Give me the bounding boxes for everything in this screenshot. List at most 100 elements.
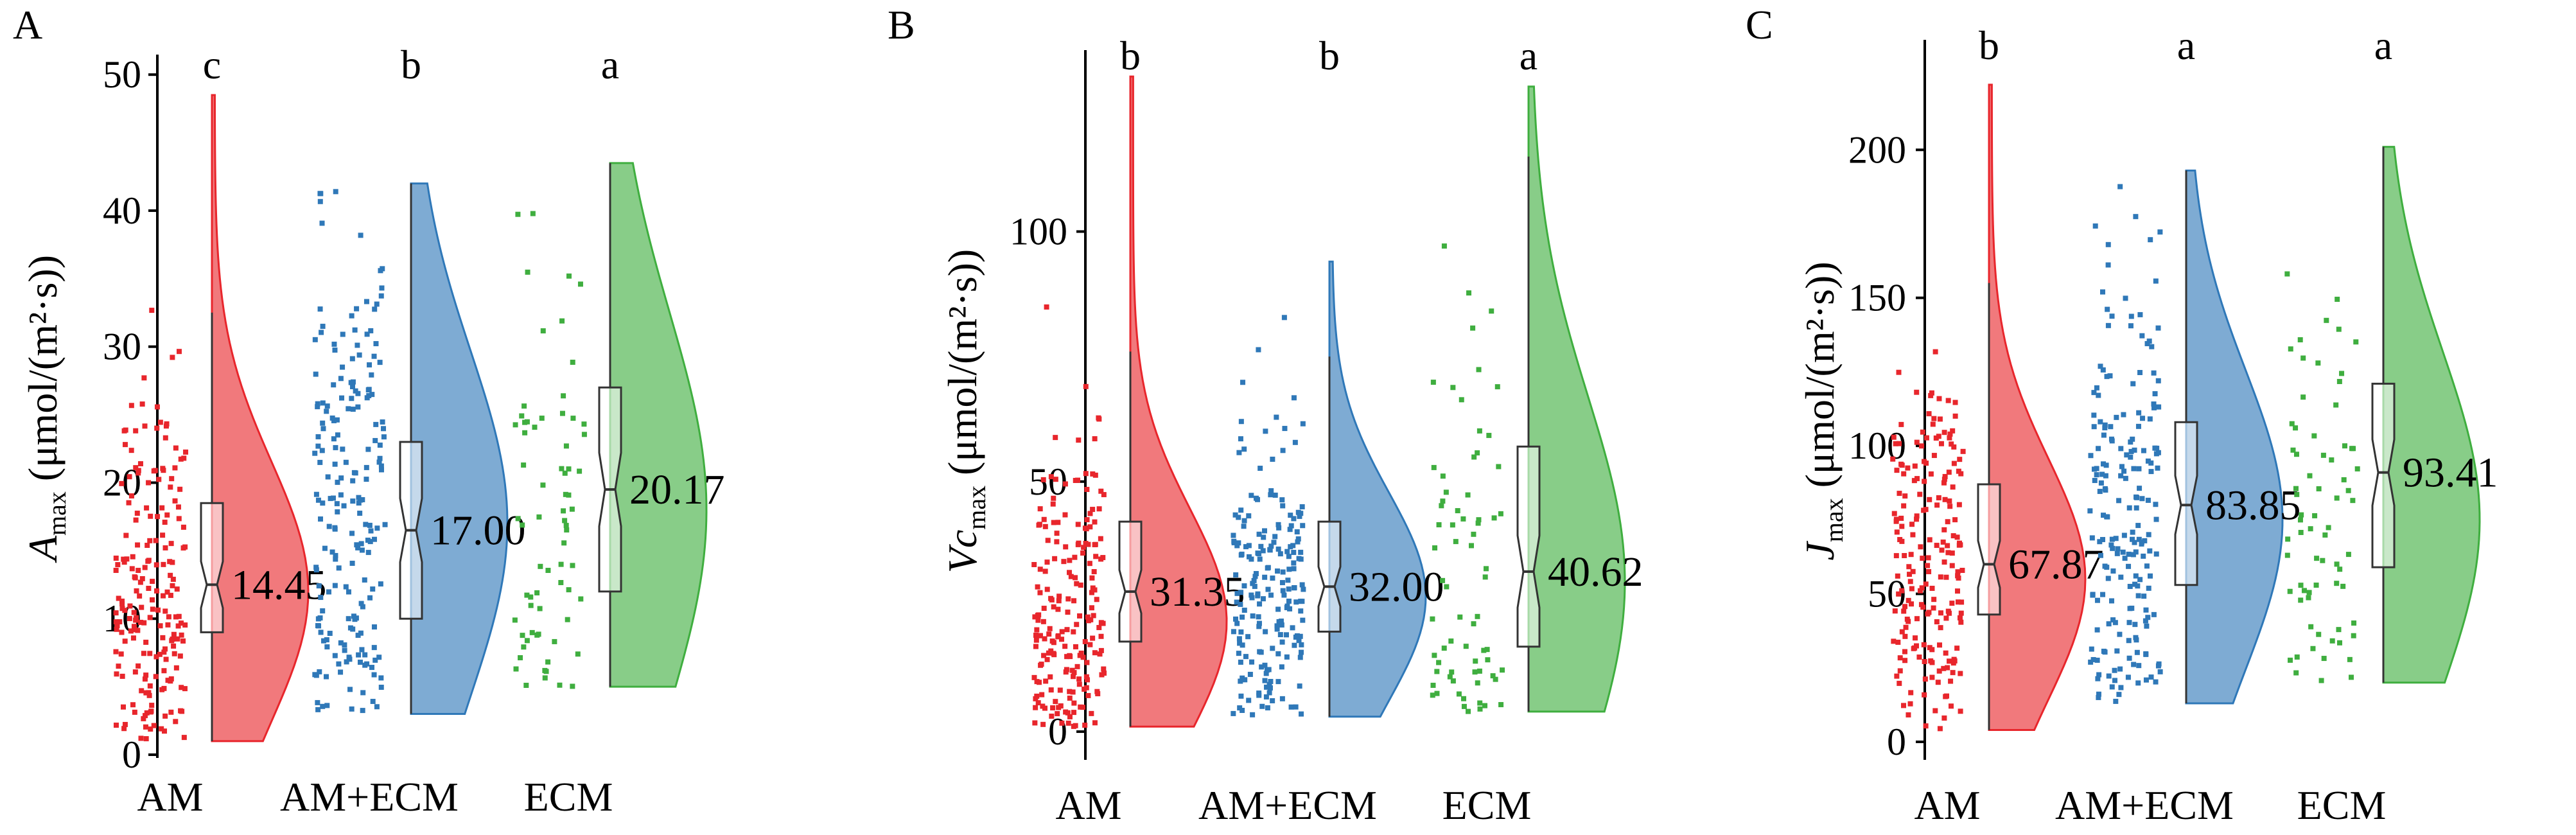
- scatter-point: [332, 653, 338, 658]
- scatter-point: [1262, 574, 1268, 580]
- scatter-point: [2135, 593, 2141, 599]
- scatter-point: [163, 656, 169, 662]
- scatter-point: [1958, 671, 1963, 676]
- scatter-point: [1926, 411, 1932, 417]
- scatter-point: [1040, 721, 1046, 727]
- scatter-point: [1268, 492, 1274, 498]
- scatter-point: [324, 403, 330, 409]
- scatter-point: [1948, 703, 1954, 709]
- significance-letter: a: [2177, 22, 2195, 68]
- scatter-point: [1083, 471, 1089, 477]
- scatter-point: [1440, 498, 1446, 504]
- scatter-point: [1925, 563, 1931, 568]
- violin-AM: [1129, 75, 1228, 728]
- scatter-point: [2351, 633, 2356, 638]
- scatter-point: [132, 627, 137, 633]
- scatter-point: [1256, 614, 1261, 620]
- scatter-point: [1937, 726, 1943, 732]
- scatter-point: [1936, 434, 1941, 439]
- scatter-point: [1076, 437, 1082, 443]
- scatter-point: [1063, 669, 1069, 675]
- scatter-point: [132, 575, 138, 581]
- scatter-point: [1901, 703, 1907, 708]
- scatter-point: [1947, 498, 1952, 504]
- scatter-point: [364, 331, 370, 337]
- scatter-point: [1922, 658, 1927, 664]
- scatter-point: [2135, 423, 2141, 429]
- scatter-point: [1430, 692, 1435, 698]
- scatter-point: [144, 710, 150, 716]
- significance-letter: b: [1979, 22, 1999, 68]
- scatter-point: [1297, 633, 1303, 639]
- scatter-point: [352, 327, 358, 333]
- scatter-point: [2146, 338, 2152, 344]
- scatter-point: [1055, 711, 1060, 717]
- scatter-point: [1290, 625, 1295, 631]
- scatter-point: [360, 497, 365, 502]
- scatter-point: [1450, 522, 1455, 528]
- scatter-point: [119, 598, 125, 604]
- scatter-point: [2148, 237, 2153, 243]
- scatter-point: [2310, 646, 2316, 651]
- box-ECM: [1516, 445, 1541, 648]
- scatter-point: [2096, 672, 2102, 678]
- scatter-point: [1440, 473, 1446, 479]
- scatter-point: [1897, 680, 1902, 686]
- scatter-point: [1906, 619, 1911, 624]
- scatter-point: [154, 588, 160, 594]
- scatter-point: [2136, 536, 2142, 542]
- scatter-point: [171, 651, 177, 656]
- scatter-point: [1241, 583, 1247, 589]
- scatter-point: [147, 538, 153, 543]
- scatter-point: [1494, 384, 1500, 390]
- scatter-point: [2137, 577, 2143, 583]
- scatter-point: [176, 349, 182, 355]
- scatter-point: [2130, 536, 2135, 542]
- scatter-point: [2132, 622, 2138, 628]
- median-value-label: 83.85: [2205, 482, 2301, 529]
- scatter-point: [353, 615, 359, 621]
- scatter-point: [2312, 513, 2318, 518]
- scatter-point: [1277, 632, 1283, 638]
- scatter-point: [1272, 534, 1278, 540]
- scatter-point: [1477, 700, 1483, 706]
- scatter-point: [1914, 476, 1920, 482]
- scatter-point: [1959, 599, 1965, 605]
- scatter-point: [334, 417, 340, 423]
- violin-AM: [1988, 84, 2087, 732]
- scatter-point: [149, 703, 155, 708]
- scatter-point: [565, 617, 570, 622]
- scatter-point: [142, 565, 148, 570]
- scatter-point: [1279, 497, 1285, 503]
- scatter-point: [1489, 308, 1494, 314]
- scatter-point: [1047, 674, 1053, 680]
- scatter-point: [333, 556, 338, 562]
- scatter-point: [1236, 636, 1242, 642]
- scatter-point: [1035, 584, 1040, 590]
- scatter-point: [1065, 596, 1071, 602]
- scatter-point: [360, 690, 366, 696]
- scatter-point: [2117, 666, 2123, 672]
- scatter-point: [365, 446, 371, 452]
- scatter-point: [1090, 507, 1096, 513]
- scatter-point: [338, 475, 344, 481]
- scatter-point: [1297, 655, 1303, 660]
- scatter-point: [2112, 678, 2117, 683]
- scatter-point: [1947, 435, 1952, 441]
- scatter-point: [2109, 438, 2115, 444]
- scatter-point: [570, 563, 575, 568]
- y-tick-label: 30: [103, 326, 141, 368]
- scatter-point: [1955, 569, 1961, 575]
- scatter-point: [1296, 638, 1302, 644]
- scatter-point: [349, 313, 355, 319]
- scatter-point: [2314, 556, 2320, 561]
- scatter-point: [1297, 513, 1302, 519]
- scatter-point: [2130, 381, 2136, 387]
- scatter-point: [1250, 613, 1256, 619]
- scatter-point: [1247, 671, 1253, 677]
- scatter-point: [378, 675, 384, 681]
- scatter-point: [1238, 678, 1243, 684]
- scatter-point: [1291, 566, 1297, 572]
- scatter-point: [1046, 631, 1052, 637]
- scatter-point: [1263, 428, 1268, 434]
